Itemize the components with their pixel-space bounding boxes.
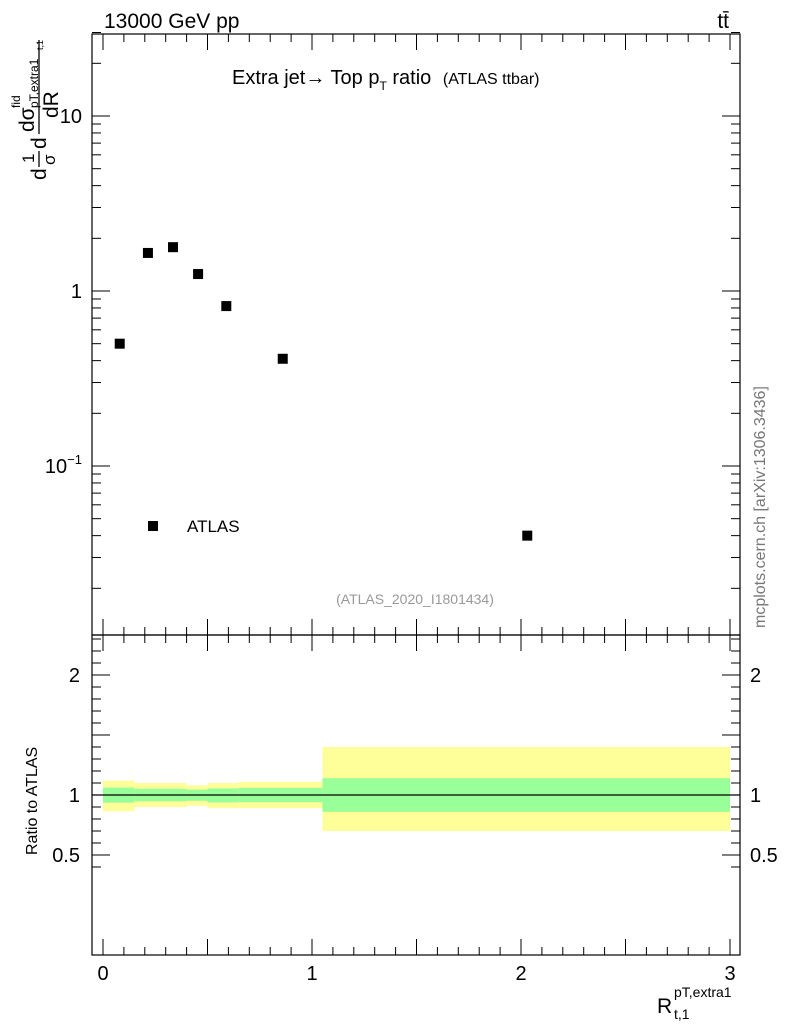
main-frame bbox=[91, 33, 741, 636]
plot-title: Extra jet→ Top pT ratio (ATLAS ttbar) bbox=[232, 67, 539, 93]
ratio-xtick-labels: 0 1 2 3 bbox=[97, 963, 735, 985]
ratio-ytick-label-right: 0.5 bbox=[750, 845, 778, 867]
ratio-xtick-label: 3 bbox=[724, 963, 735, 985]
legend: ATLAS bbox=[148, 517, 240, 536]
xlabel-sup: pT,extra1 bbox=[674, 984, 732, 1000]
ratio-xlabel: R pT,extra1 t,1 bbox=[657, 984, 732, 1022]
ratio-xtick-label: 2 bbox=[515, 963, 526, 985]
xlabel-sub: t,1 bbox=[674, 1006, 690, 1022]
xlabel-main: R bbox=[657, 995, 672, 1018]
ylabel-d1: d bbox=[28, 168, 51, 180]
main-data-points bbox=[114, 242, 533, 541]
ylabel-frac2-sub2: t,1 bbox=[35, 40, 45, 50]
ylabel-d2: d bbox=[28, 137, 51, 149]
energy-label: 13000 GeV pp bbox=[104, 10, 239, 33]
watermark: mcplots.cern.ch [arXiv:1306.3436] bbox=[752, 386, 769, 628]
ratio-xtick-label: 0 bbox=[97, 963, 108, 985]
ratio-ytick-label-right: 1 bbox=[750, 785, 761, 807]
svg-text:d: d bbox=[28, 168, 51, 180]
main-ytick-labels: 10−1 1 10 bbox=[45, 106, 82, 478]
ratio-xtick-label: 1 bbox=[306, 963, 317, 985]
data-point bbox=[522, 530, 533, 541]
main-ytick-label: 1 bbox=[71, 281, 82, 303]
analysis-id: (ATLAS_2020_I1801434) bbox=[336, 591, 494, 607]
main-ytick-label: 10 bbox=[60, 106, 82, 128]
main-ylabel: d 1 σ d dσ fid pT,extra1 t,1 dR bbox=[9, 40, 63, 180]
main-ytick-label: 10−1 bbox=[45, 452, 82, 478]
ratio-frame bbox=[91, 634, 741, 956]
ratio-ytick-label-left: 0.5 bbox=[52, 845, 80, 867]
data-point bbox=[142, 247, 153, 258]
ylabel-frac2-num: dσ bbox=[16, 107, 39, 132]
ratio-ytick-label-left: 2 bbox=[69, 665, 80, 687]
data-point bbox=[193, 269, 204, 280]
data-point bbox=[168, 242, 179, 253]
title-sub: T bbox=[379, 79, 387, 93]
title-tail: ratio bbox=[387, 67, 431, 89]
ylabel-frac2-sub: pT,extra1 bbox=[27, 58, 41, 108]
ylabel-frac2-den: dR bbox=[40, 91, 63, 118]
data-point bbox=[114, 338, 125, 349]
legend-label: ATLAS bbox=[187, 517, 240, 536]
title-paren: (ATLAS ttbar) bbox=[443, 71, 540, 88]
ratio-ylabel: Ratio to ATLAS bbox=[24, 747, 41, 855]
ylabel-frac1-num: 1 bbox=[19, 154, 38, 163]
process-label: tt̄ bbox=[717, 10, 729, 33]
ratio-bands bbox=[103, 747, 730, 831]
ratio-ytick-label-left: 1 bbox=[69, 785, 80, 807]
data-point bbox=[221, 301, 232, 312]
ratio-ytick-label-right: 2 bbox=[750, 665, 761, 687]
data-point bbox=[277, 353, 288, 364]
ylabel-frac2-sup: fid bbox=[9, 95, 23, 108]
ylabel-frac1-den: σ bbox=[40, 154, 59, 165]
main-axis-ticks bbox=[92, 32, 740, 635]
ratio-ytick-labels: 0.5 0.5 1 1 2 2 bbox=[52, 665, 778, 867]
legend-marker bbox=[148, 521, 158, 531]
title-main: Extra jet→ Top p bbox=[232, 67, 379, 89]
